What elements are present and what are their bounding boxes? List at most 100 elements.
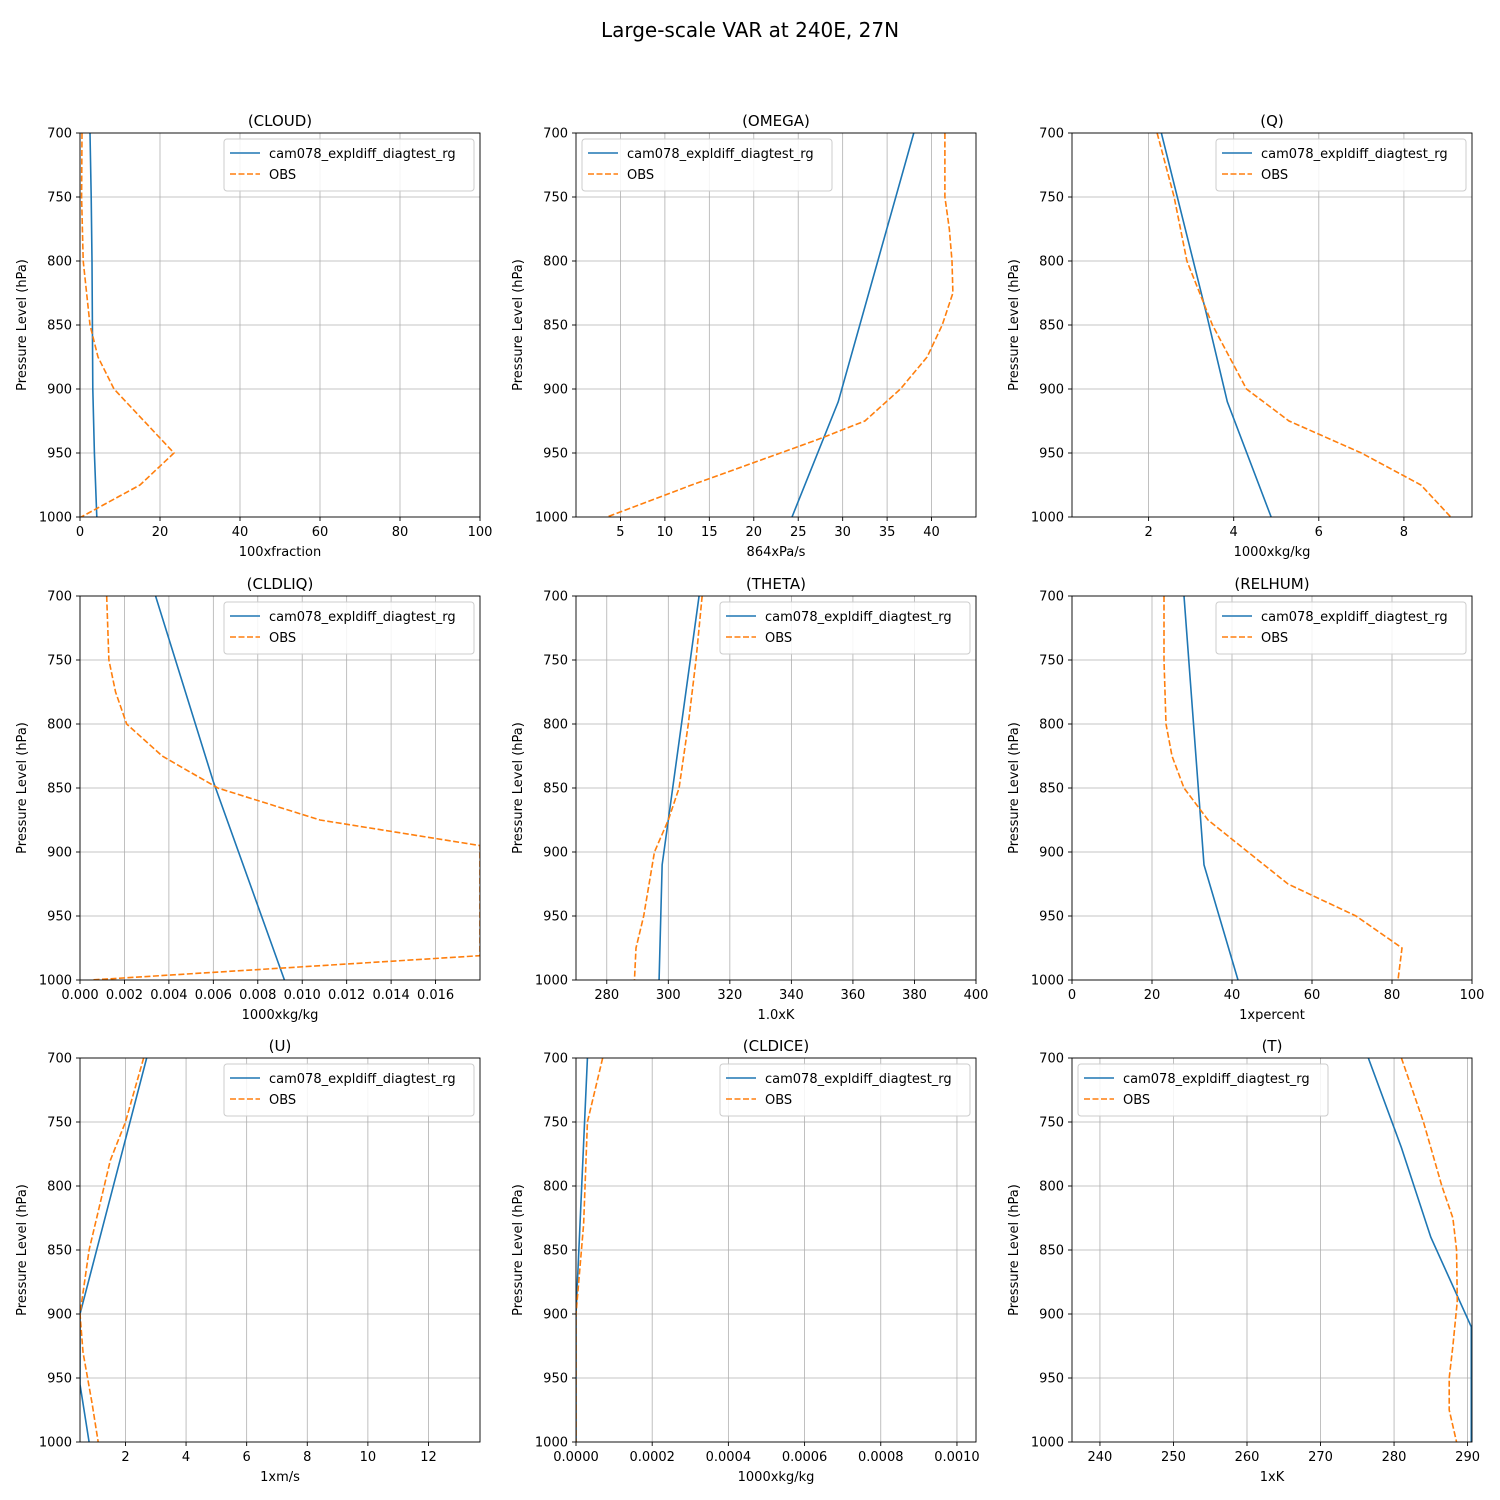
x-tick-label: 0.016	[417, 988, 454, 1003]
x-axis-label: 1.0xK	[758, 1008, 795, 1023]
y-tick-label: 800	[543, 255, 568, 270]
y-tick-label: 700	[543, 590, 568, 605]
x-axis-label: 864xPa/s	[747, 545, 806, 560]
y-tick-label: 750	[543, 1116, 568, 1131]
model-series-line	[576, 1058, 589, 1442]
y-tick-label: 700	[1039, 127, 1064, 142]
x-axis-label: 1xm/s	[260, 1470, 300, 1485]
x-tick-label: 360	[841, 988, 866, 1003]
y-tick-label: 1000	[39, 511, 72, 526]
x-tick-label: 20	[1144, 988, 1161, 1003]
legend-model-label: cam078_expldiff_diagtest_rg	[1261, 147, 1448, 162]
model-series-line	[1367, 1058, 1472, 1442]
y-tick-label: 800	[1039, 718, 1064, 733]
chart-panel: 0.0000 0.0002 0.0004 0.0006 0.0008 0.0010 700 7…	[511, 1037, 980, 1485]
panel-title: (CLOUD)	[248, 112, 312, 130]
legend-box	[719, 601, 971, 655]
y-tick-label: 700	[1039, 590, 1064, 605]
y-tick-label: 700	[47, 590, 72, 605]
chart-panel: 2 4 6 8 10 12 700 750 800 850 900 950 1000 (U) 1xm/s Pr…	[15, 1037, 481, 1485]
x-tick-label: 4	[182, 1450, 190, 1465]
x-tick-label: 2	[1144, 525, 1152, 540]
y-tick-label: 950	[47, 1372, 72, 1387]
x-tick-label: 0.0002	[629, 1450, 675, 1465]
y-axis-label: Pressure Level (hPa)	[1007, 722, 1022, 854]
y-tick-label: 700	[47, 127, 72, 142]
x-tick-label: 6	[243, 1450, 251, 1465]
y-tick-label: 900	[47, 383, 72, 398]
x-tick-label: 100	[1460, 988, 1485, 1003]
x-tick-label: 260	[1235, 1450, 1260, 1465]
y-tick-label: 1000	[1031, 1436, 1064, 1451]
x-tick-label: 80	[1384, 988, 1401, 1003]
x-tick-label: 0.000	[61, 988, 98, 1003]
legend-obs-label: OBS	[1261, 631, 1288, 646]
x-tick-label: 380	[902, 988, 927, 1003]
y-tick-label: 1000	[535, 1436, 568, 1451]
x-tick-label: 0.0008	[858, 1450, 904, 1465]
x-tick-label: 0.0004	[706, 1450, 752, 1465]
x-tick-label: 0.002	[106, 988, 143, 1003]
obs-series-line	[1156, 133, 1452, 517]
y-tick-label: 750	[543, 191, 568, 206]
x-tick-label: 240	[1088, 1450, 1113, 1465]
y-tick-label: 800	[47, 255, 72, 270]
legend-model-label: cam078_expldiff_diagtest_rg	[269, 147, 456, 162]
y-axis-label: Pressure Level (hPa)	[15, 259, 30, 391]
legend-box	[1215, 138, 1467, 192]
x-tick-label: 280	[594, 988, 619, 1003]
x-tick-label: 40	[923, 525, 940, 540]
y-tick-label: 1000	[39, 974, 72, 989]
figure-title: Large-scale VAR at 240E, 27N	[601, 18, 899, 42]
x-tick-label: 340	[779, 988, 804, 1003]
x-tick-label: 60	[312, 525, 329, 540]
y-tick-label: 1000	[39, 1436, 72, 1451]
y-tick-label: 950	[47, 447, 72, 462]
y-tick-label: 950	[1039, 910, 1064, 925]
y-tick-label: 850	[47, 319, 72, 334]
y-tick-label: 750	[543, 654, 568, 669]
x-tick-label: 0.0006	[782, 1450, 828, 1465]
x-tick-label: 0.0010	[934, 1450, 980, 1465]
chart-panel: 2 4 6 8 700 750 800 850 900 950 1000 (Q) 1000xkg/kg P…	[1007, 112, 1473, 560]
x-axis-label: 100xfraction	[239, 545, 321, 560]
y-tick-label: 850	[1039, 1244, 1064, 1259]
y-tick-label: 900	[47, 1308, 72, 1323]
y-tick-label: 1000	[1031, 511, 1064, 526]
legend-obs-label: OBS	[765, 631, 792, 646]
y-tick-label: 800	[543, 718, 568, 733]
y-tick-label: 850	[47, 1244, 72, 1259]
x-tick-label: 0	[1068, 988, 1076, 1003]
y-tick-label: 700	[543, 127, 568, 142]
y-tick-label: 750	[47, 191, 72, 206]
y-tick-label: 800	[1039, 255, 1064, 270]
panel-title: (U)	[269, 1037, 292, 1055]
x-axis-label: 1xK	[1260, 1470, 1285, 1485]
x-tick-label: 0.008	[239, 988, 276, 1003]
panel-title: (CLDLIQ)	[247, 575, 314, 593]
y-tick-label: 700	[1039, 1052, 1064, 1067]
chart-panel: 5 10 15 20 25 30 35 40 700 750 800 850 900 950 1000 (OM…	[511, 112, 977, 560]
legend-box	[223, 138, 475, 192]
y-tick-label: 850	[1039, 782, 1064, 797]
x-tick-label: 0.010	[284, 988, 321, 1003]
y-axis-label: Pressure Level (hPa)	[15, 722, 30, 854]
panel-title: (THETA)	[746, 575, 806, 593]
x-tick-label: 0.0000	[553, 1450, 599, 1465]
chart-panel: 0 20 40 60 80 100 700 750 800 850 900 950 1000 (RELHU…	[1007, 575, 1484, 1023]
x-tick-label: 12	[420, 1450, 437, 1465]
y-tick-label: 850	[543, 319, 568, 334]
legend-model-label: cam078_expldiff_diagtest_rg	[627, 147, 814, 162]
x-tick-label: 4	[1230, 525, 1238, 540]
legend: cam078_expldiff_diagtest_rg OBS	[581, 138, 833, 192]
y-axis-label: Pressure Level (hPa)	[1007, 1184, 1022, 1316]
legend-model-label: cam078_expldiff_diagtest_rg	[765, 610, 952, 625]
x-tick-label: 320	[717, 988, 742, 1003]
x-tick-label: 15	[701, 525, 718, 540]
obs-series-line	[1163, 596, 1403, 980]
x-tick-label: 0.012	[328, 988, 365, 1003]
x-axis-label: 1000xkg/kg	[738, 1470, 815, 1485]
x-axis-label: 1000xkg/kg	[1234, 545, 1311, 560]
legend-obs-label: OBS	[269, 1093, 296, 1108]
y-tick-label: 800	[47, 718, 72, 733]
